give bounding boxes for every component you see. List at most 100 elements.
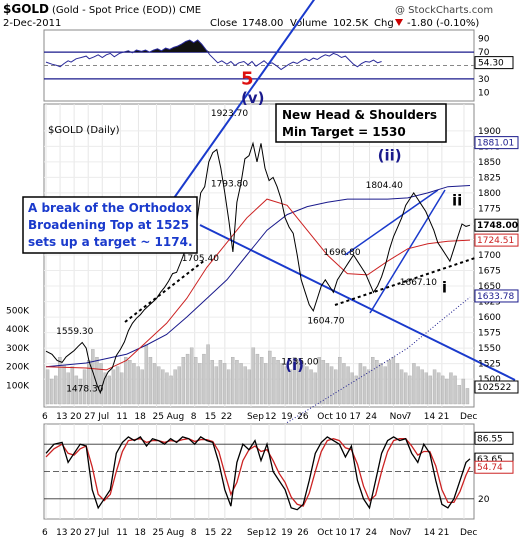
broadening-top-upper-line — [149, 0, 316, 233]
volume-bar — [169, 375, 173, 405]
x-axis-label: 21 — [438, 528, 449, 538]
volume-bar — [206, 344, 210, 405]
x-axis-label: 18 — [134, 412, 146, 422]
x-axis-label: 24 — [366, 528, 378, 538]
x-axis-label: 7 — [406, 412, 412, 422]
down-arrow-icon — [395, 19, 403, 26]
x-axis-label: Dec — [460, 412, 477, 422]
price-last-value: 1633.78 — [477, 292, 514, 302]
volume-label: Volume — [290, 18, 327, 29]
x-axis-label: Aug — [167, 528, 185, 538]
volume-bar — [140, 369, 144, 405]
wave-label: (ii) — [378, 147, 402, 165]
stoch-last-box — [474, 431, 514, 445]
volume-bar — [412, 363, 416, 405]
broadening-annotation-box — [22, 196, 198, 254]
x-axis-label: 11 — [116, 528, 127, 538]
volume-bar — [416, 366, 420, 405]
volume-bar — [124, 357, 128, 405]
volume-bar — [309, 369, 313, 405]
volume-value: 102.5K — [333, 18, 369, 29]
x-axis-label: 10 — [335, 412, 347, 422]
volume-bar — [148, 357, 153, 405]
volume-bar — [445, 378, 449, 405]
volume-bar — [185, 353, 190, 405]
x-axis-label: 26 — [297, 412, 309, 422]
volume-tick-label: 400K — [6, 325, 30, 335]
volume-bar — [132, 363, 136, 405]
price-point-label: 1705.40 — [182, 254, 219, 264]
price-tick-label: 1700 — [478, 251, 501, 261]
rsi-tick-label: 70 — [478, 48, 490, 58]
volume-bar — [436, 372, 441, 405]
volume-bar — [428, 375, 433, 405]
volume-bar — [272, 357, 276, 405]
price-tick-label: 1675 — [478, 267, 501, 277]
wave-label: ii — [452, 191, 462, 209]
volume-bar — [66, 372, 70, 405]
close-value: 1748.00 — [242, 18, 283, 29]
x-axis-label: 18 — [134, 528, 146, 538]
volume-bar — [424, 372, 428, 405]
volume-bar — [128, 360, 132, 405]
volume-bar — [338, 357, 342, 405]
price-point-label: 1478.30 — [66, 385, 103, 395]
volume-bar — [87, 360, 91, 405]
x-axis-label: Nov — [390, 412, 408, 422]
price-last-value: 1748.00 — [477, 221, 518, 231]
volume-bar — [284, 366, 289, 405]
price-last-box — [474, 289, 519, 303]
price-last-box — [474, 380, 519, 394]
price-point-label: 1793.80 — [211, 180, 248, 190]
price-tick-label: 1775 — [478, 204, 501, 214]
x-axis-label: 25 — [153, 412, 164, 422]
x-axis-label: 6 — [42, 412, 48, 422]
volume-bar — [115, 366, 120, 405]
volume-bar — [210, 360, 214, 405]
stoch-last-value: 54.74 — [477, 463, 503, 473]
stoch-last-value: 86.55 — [477, 434, 503, 444]
price-tick-label: 1525 — [478, 360, 501, 370]
price-point-label: 1559.30 — [56, 327, 93, 337]
x-axis-label: 27 — [84, 412, 95, 422]
volume-bar — [280, 363, 284, 405]
volume-bar — [441, 375, 445, 405]
x-axis-label: Dec — [460, 528, 477, 538]
stoch-tick-label: 20 — [478, 495, 490, 505]
volume-bar — [346, 366, 350, 405]
broadening-annotation-line3: sets up a target ~ 1174. — [28, 235, 193, 249]
channel-line-lower — [369, 189, 446, 314]
x-axis-label: 15 — [205, 528, 216, 538]
volume-bar — [152, 363, 157, 405]
volume-bar — [231, 357, 235, 405]
volume-bar — [259, 357, 264, 405]
price-point-label: 1667.10 — [400, 278, 437, 288]
ma-200-line — [286, 296, 471, 424]
x-axis-label: 25 — [153, 528, 164, 538]
chart-date: 2-Dec-2011 — [3, 18, 61, 29]
x-axis-label: 20 — [70, 528, 82, 538]
price-point-label: 1535.00 — [281, 357, 318, 367]
volume-bar — [222, 363, 227, 405]
price-panel: 500K 400K 300K 200K 100K 1900 18 7 5 1850 1825 180… — [6, 0, 519, 424]
volume-bar — [268, 350, 272, 405]
volume-bar — [366, 369, 371, 405]
x-axis-label: 21 — [438, 412, 449, 422]
x-axis-label: Oct — [317, 528, 333, 538]
volume-bar — [387, 360, 391, 405]
volume-bar — [371, 357, 375, 405]
volume-bar — [453, 375, 457, 405]
volume-bar — [111, 369, 116, 405]
volume-bar — [218, 360, 223, 405]
neckline-trendline — [334, 257, 476, 306]
rsi-last-box — [474, 56, 514, 70]
stoch-last-box — [474, 460, 514, 474]
rsi-tick-label: 90 — [478, 35, 490, 45]
volume-bar — [383, 366, 387, 405]
x-axis-label: 26 — [297, 528, 309, 538]
price-last-box — [474, 233, 519, 247]
x-axis-label: 10 — [335, 528, 347, 538]
volume-bar — [375, 360, 379, 405]
x-axis-label: Nov — [390, 528, 408, 538]
